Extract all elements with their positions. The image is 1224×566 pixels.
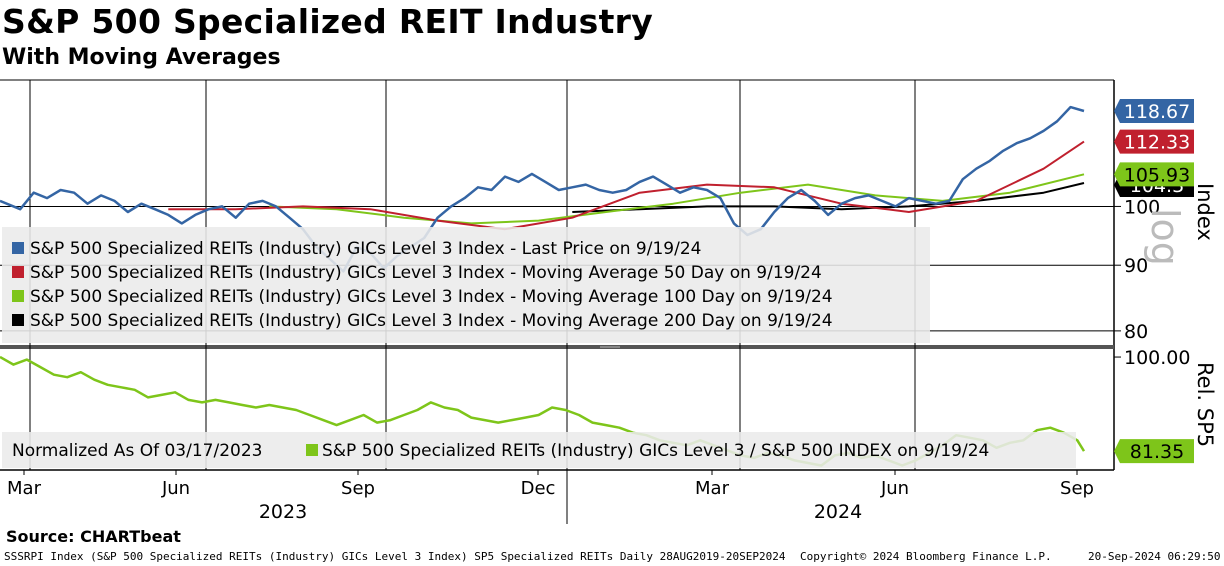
x-tick-label: Mar <box>695 478 730 499</box>
last-value-tag-ma50 <box>1114 129 1194 154</box>
lower-legend <box>2 432 1076 468</box>
year-label-2023: 2023 <box>259 501 307 523</box>
last-value-tag-price <box>1114 98 1194 123</box>
legend-label-ma50: S&P 500 Specialized REITs (Industry) GIC… <box>30 263 822 283</box>
legend-swatch-ma200 <box>12 314 24 326</box>
upper-axis-label: Index <box>1193 183 1217 241</box>
legend-swatch-price <box>12 242 24 254</box>
legend-swatch-relative <box>306 444 318 456</box>
last-value-tag-relative <box>1114 439 1194 464</box>
y-tick-label: 100.00 <box>1124 347 1190 369</box>
legend-label-price: S&P 500 Specialized REITs (Industry) GIC… <box>30 239 701 259</box>
x-tick-label: Dec <box>521 478 556 499</box>
x-tick-label: Sep <box>1060 478 1094 499</box>
legend-label-ma100: S&P 500 Specialized REITs (Industry) GIC… <box>30 287 833 307</box>
legend-swatch-ma50 <box>12 266 24 278</box>
y-tick-labels: 80 90 100 100.00 <box>1114 196 1190 369</box>
x-tick-label: Mar <box>7 478 42 499</box>
year-label-2024: 2024 <box>814 501 862 523</box>
upper-legend <box>2 227 930 343</box>
chart-subtitle: With Moving Averages <box>2 45 281 70</box>
last-value-tag-ma100 <box>1114 162 1194 187</box>
x-tick-label: Jun <box>880 478 909 499</box>
legend-swatch-ma100 <box>12 290 24 302</box>
last-value-label-relative: 81.35 <box>1130 441 1184 463</box>
source-note: Source: CHARTbeat <box>6 527 181 546</box>
footer-ticker-info: SSSRPI Index (S&P 500 Specialized REITs … <box>4 550 786 563</box>
log-scale-watermark: log <box>1143 208 1187 266</box>
last-value-label-ma50: 112.33 <box>1124 132 1190 154</box>
chart-title: S&P 500 Specialized REIT Industry <box>2 2 654 41</box>
last-value-label-ma100: 105.93 <box>1124 164 1190 186</box>
x-axis-labels: Mar Jun Sep Dec Mar Jun Sep <box>7 470 1094 499</box>
series-line-price <box>0 105 1085 273</box>
y-tick-label: 100 <box>1124 196 1160 218</box>
series-line-ma50 <box>168 140 1085 231</box>
x-tick-label: Jun <box>161 478 190 499</box>
legend-label-relative: S&P 500 Specialized REITs (Industry) GIC… <box>322 441 989 461</box>
y-tick-label: 90 <box>1124 255 1148 277</box>
footer-timestamp: 20-Sep-2024 06:29:50 <box>1088 550 1221 563</box>
normalized-note: Normalized As Of 03/17/2023 <box>12 441 262 461</box>
legend-label-ma200: S&P 500 Specialized REITs (Industry) GIC… <box>30 311 833 331</box>
upper-series-group <box>0 105 1085 273</box>
lower-axis-label: Rel. SP5 <box>1193 362 1217 447</box>
footer-copyright: Copyright© 2024 Bloomberg Finance L.P. <box>800 550 1052 563</box>
y-tick-label: 80 <box>1124 321 1148 343</box>
series-line-ma100 <box>269 173 1085 225</box>
series-line-ma200 <box>572 182 1085 213</box>
last-value-label-price: 118.67 <box>1124 101 1190 123</box>
x-tick-label: Sep <box>341 478 375 499</box>
